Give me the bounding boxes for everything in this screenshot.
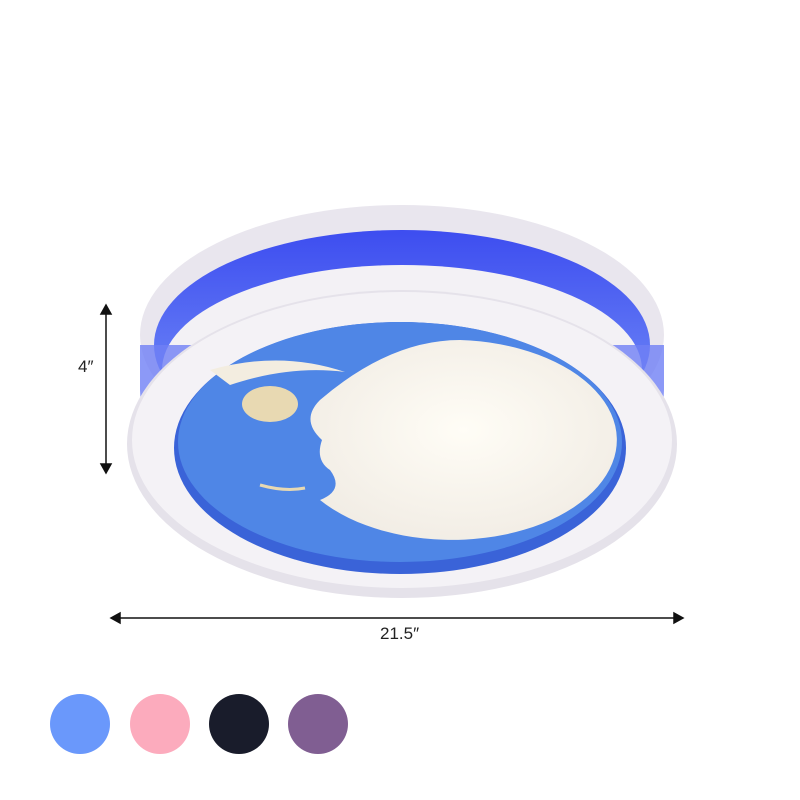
- small-planet: [242, 386, 298, 422]
- height-dimension-arrow: [99, 303, 113, 475]
- moon-light-panel: [310, 340, 617, 540]
- width-label: 21.5″: [380, 624, 420, 643]
- height-label: 4″: [78, 357, 94, 376]
- color-swatch-black[interactable]: [209, 694, 269, 754]
- color-swatch-pink[interactable]: [130, 694, 190, 754]
- moon-crescent: [210, 360, 345, 385]
- width-dimension-arrow: [109, 611, 685, 625]
- color-swatch-purple[interactable]: [288, 694, 348, 754]
- color-swatch-blue[interactable]: [50, 694, 110, 754]
